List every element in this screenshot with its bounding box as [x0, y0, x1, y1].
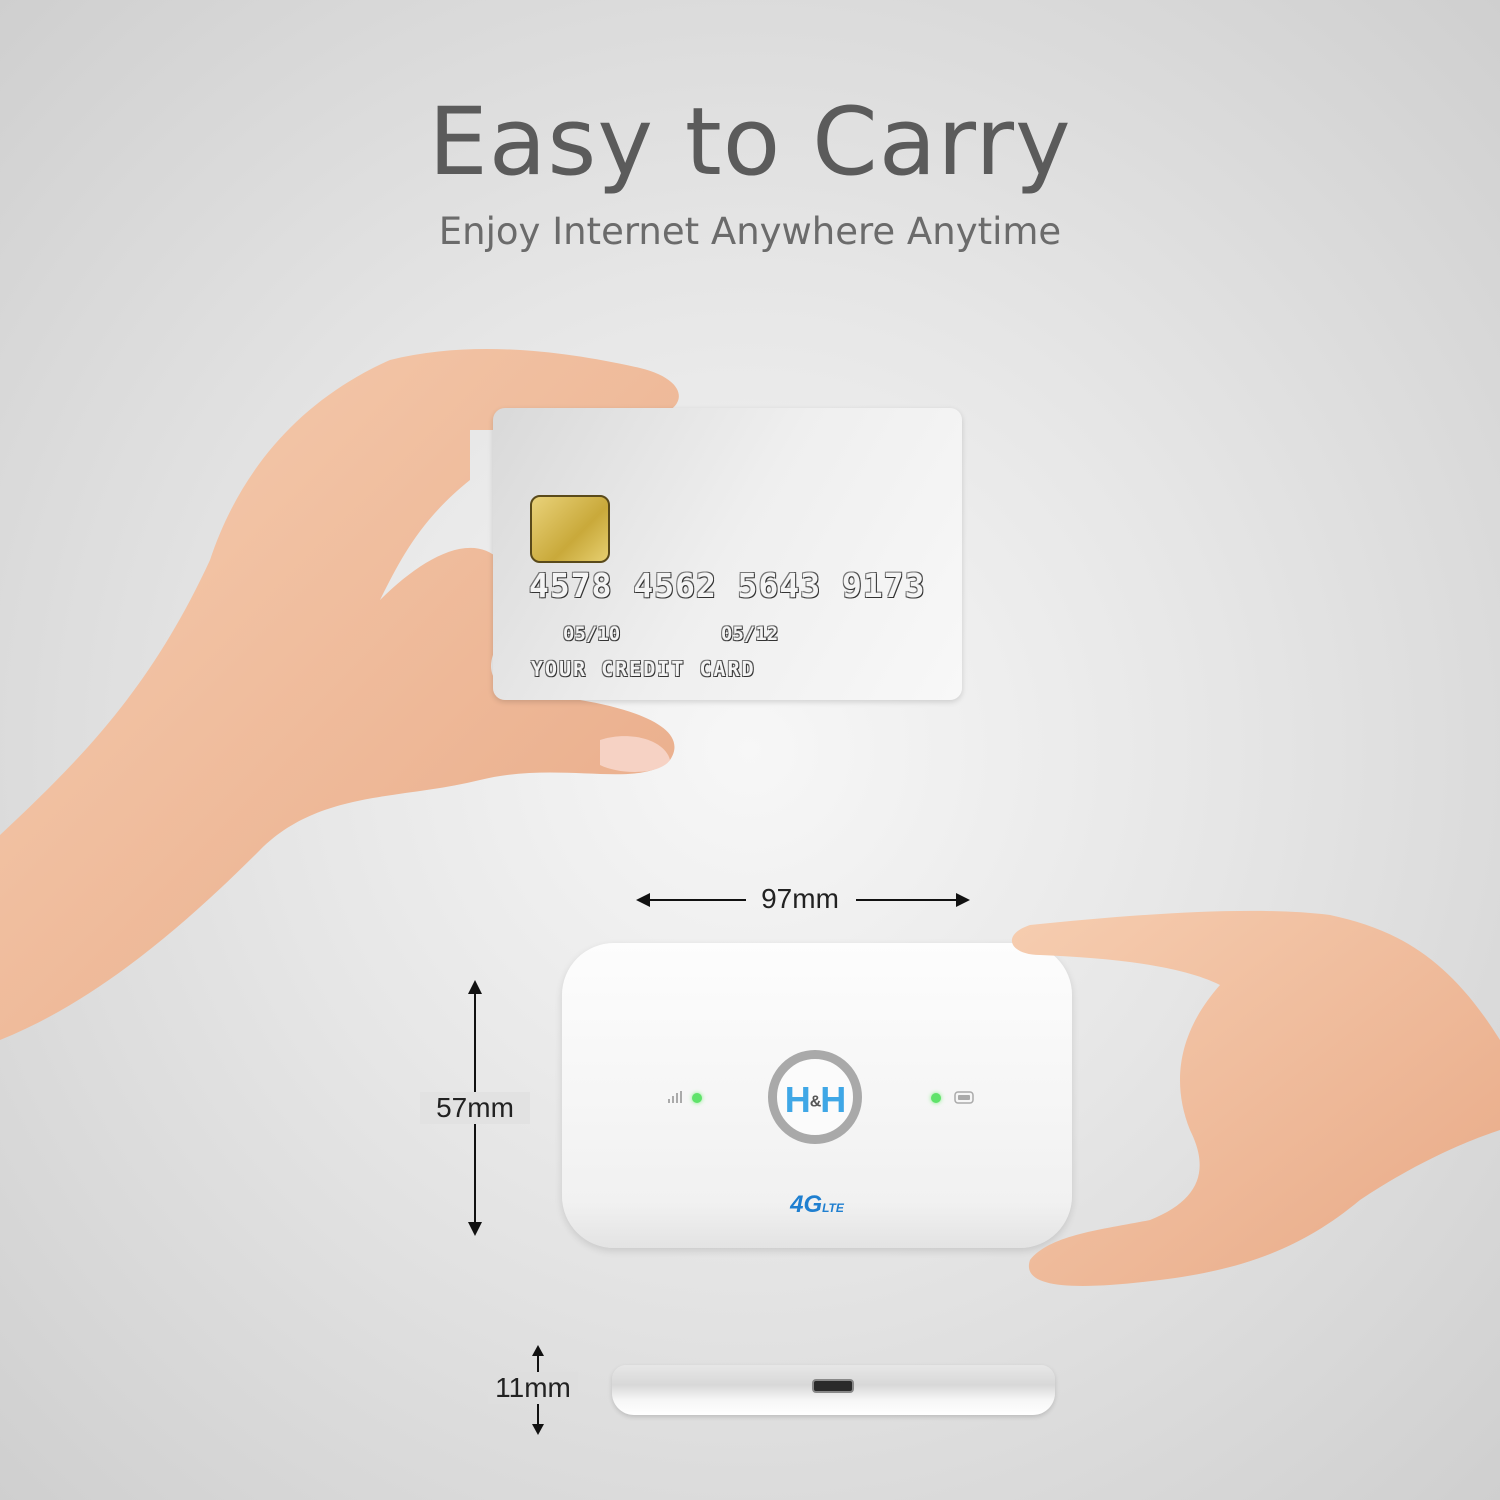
chip-icon	[530, 495, 610, 563]
width-label: 97mm	[761, 883, 839, 914]
mifi-device-front: H&H 4GLTE	[562, 943, 1072, 1248]
width-arrow-icon	[636, 893, 970, 907]
usb-port-icon	[812, 1379, 854, 1393]
thickness-label: 11mm	[488, 1372, 578, 1404]
card-number: 4578 4562 5643 9173	[529, 566, 926, 605]
card-valid-from: 05/10	[563, 623, 621, 645]
signal-led-icon	[692, 1093, 702, 1103]
headline-title: Easy to Carry	[428, 88, 1072, 197]
credit-card-image: 4578 4562 5643 9173 05/10 05/12 YOUR CRE…	[493, 408, 962, 700]
signal-icon	[668, 1091, 682, 1103]
height-label: 57mm	[420, 1092, 530, 1124]
card-holder-name: YOUR CREDIT CARD	[531, 657, 756, 681]
4g-lte-logo: 4GLTE	[790, 1191, 844, 1218]
mifi-device-side	[612, 1365, 1055, 1415]
headline-subtitle: Enjoy Internet Anywhere Anytime	[438, 210, 1062, 253]
battery-icon	[954, 1091, 974, 1104]
battery-led-icon	[931, 1093, 941, 1103]
power-button: H&H	[768, 1050, 862, 1144]
card-valid-to: 05/12	[721, 623, 779, 645]
brand-logo: H&H	[784, 1079, 847, 1120]
